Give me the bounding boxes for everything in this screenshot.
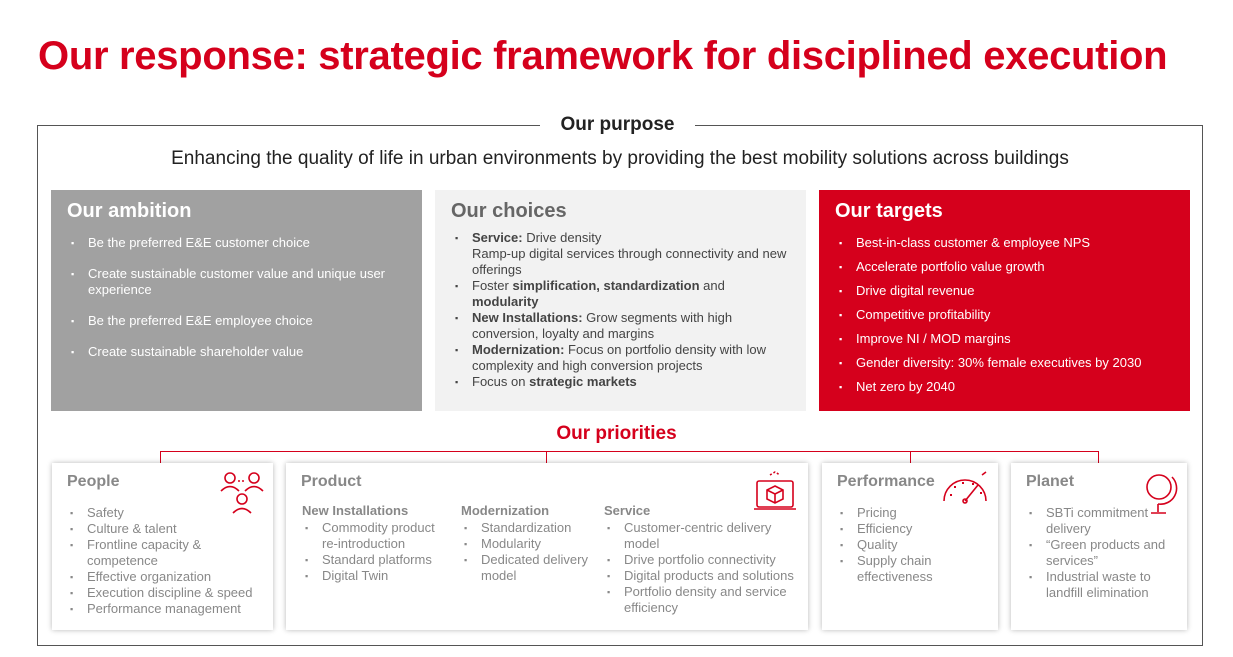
- product-card: Product New Installations Commodity prod…: [286, 463, 808, 630]
- planet-list: SBTi commitment delivery “Green products…: [1026, 505, 1172, 601]
- people-list: Safety Culture & talent Frontline capaci…: [67, 505, 258, 617]
- list-item: Industrial waste to landfill elimination: [1026, 569, 1172, 601]
- list-item: Best-in-class customer & employee NPS: [835, 235, 1174, 251]
- list-item: Focus on strategic markets: [451, 374, 790, 390]
- list-item: Drive portfolio connectivity: [604, 552, 802, 568]
- choices-panel: Our choices Service: Drive densityRamp-u…: [435, 190, 806, 411]
- list-item: Efficiency: [837, 521, 983, 537]
- list-item: SBTi commitment delivery: [1026, 505, 1172, 537]
- performance-heading: Performance: [837, 473, 935, 490]
- column-heading: Modernization: [461, 503, 550, 518]
- list-item: Dedicated delivery model: [461, 552, 596, 584]
- targets-heading: Our targets: [835, 200, 943, 222]
- planet-card: Planet SBTi commitment delivery “Green p…: [1011, 463, 1187, 630]
- ambition-heading: Our ambition: [67, 200, 192, 222]
- planet-heading: Planet: [1026, 473, 1075, 490]
- list-item: Customer-centric delivery model: [604, 520, 802, 552]
- list-item: Commodity product re-introduction: [302, 520, 447, 552]
- list-item: Effective organization: [67, 569, 258, 585]
- list-item: Foster simplification, standardization a…: [451, 278, 790, 310]
- column-heading: New Installations: [302, 503, 409, 518]
- list-item: Supply chain effectiveness: [837, 553, 983, 585]
- people-card: People Safety Culture & talent Frontline…: [52, 463, 273, 630]
- product-heading: Product: [301, 473, 362, 490]
- connector-line: [910, 451, 911, 463]
- priorities-label: Our priorities: [556, 423, 677, 444]
- list-item: Modularity: [461, 536, 596, 552]
- product-column-new-installations: New Installations Commodity product re-i…: [302, 503, 447, 584]
- list-item: Standard platforms: [302, 552, 447, 568]
- purpose-label: Our purpose: [540, 114, 695, 136]
- list-item: Culture & talent: [67, 521, 258, 537]
- targets-list: Best-in-class customer & employee NPS Ac…: [835, 235, 1174, 395]
- list-item: Net zero by 2040: [835, 379, 1174, 395]
- list-item: Safety: [67, 505, 258, 521]
- list-item: Execution discipline & speed: [67, 585, 258, 601]
- connector-line: [1098, 451, 1099, 463]
- performance-list: Pricing Efficiency Quality Supply chain …: [837, 505, 983, 585]
- list-item: Performance management: [67, 601, 258, 617]
- ambition-list: Be the preferred E&E customer choice Cre…: [67, 235, 406, 360]
- list-item: Modernization: Focus on portfolio densit…: [451, 342, 790, 374]
- list-item: Quality: [837, 537, 983, 553]
- list-item: Drive digital revenue: [835, 283, 1174, 299]
- connector-line: [160, 451, 1099, 452]
- column-heading: Service: [604, 503, 651, 518]
- gauge-icon: [940, 471, 990, 510]
- product-column-modernization: Modernization Standardization Modularity…: [461, 503, 596, 584]
- list-item: Accelerate portfolio value growth: [835, 259, 1174, 275]
- product-box-icon: [752, 469, 798, 520]
- performance-card: Performance Pricing Efficiency Quality S…: [822, 463, 998, 630]
- list-item: Competitive profitability: [835, 307, 1174, 323]
- list-item: Portfolio density and service efficiency: [604, 584, 802, 616]
- ambition-panel: Our ambition Be the preferred E&E custom…: [51, 190, 422, 411]
- purpose-statement: Enhancing the quality of life in urban e…: [171, 148, 1069, 169]
- page-title: Our response: strategic framework for di…: [38, 34, 1168, 78]
- list-item: Standardization: [461, 520, 596, 536]
- targets-panel: Our targets Best-in-class customer & emp…: [819, 190, 1190, 411]
- list-item: Improve NI / MOD margins: [835, 331, 1174, 347]
- list-item: “Green products and services”: [1026, 537, 1172, 569]
- connector-line: [546, 451, 547, 463]
- list-item: Create sustainable shareholder value: [67, 344, 406, 360]
- connector-line: [160, 451, 161, 463]
- product-column-service: Service Customer-centric delivery model …: [604, 503, 802, 616]
- list-item: Be the preferred E&E employee choice: [67, 313, 406, 329]
- choices-heading: Our choices: [451, 200, 567, 222]
- list-item: Create sustainable customer value and un…: [67, 266, 406, 298]
- list-item: Digital products and solutions: [604, 568, 802, 584]
- list-item: Gender diversity: 30% female executives …: [835, 355, 1174, 371]
- people-heading: People: [67, 473, 120, 490]
- list-item: Pricing: [837, 505, 983, 521]
- list-item: Frontline capacity & competence: [67, 537, 258, 569]
- list-item: Be the preferred E&E customer choice: [67, 235, 406, 251]
- list-item: New Installations: Grow segments with hi…: [451, 310, 790, 342]
- list-item: Digital Twin: [302, 568, 447, 584]
